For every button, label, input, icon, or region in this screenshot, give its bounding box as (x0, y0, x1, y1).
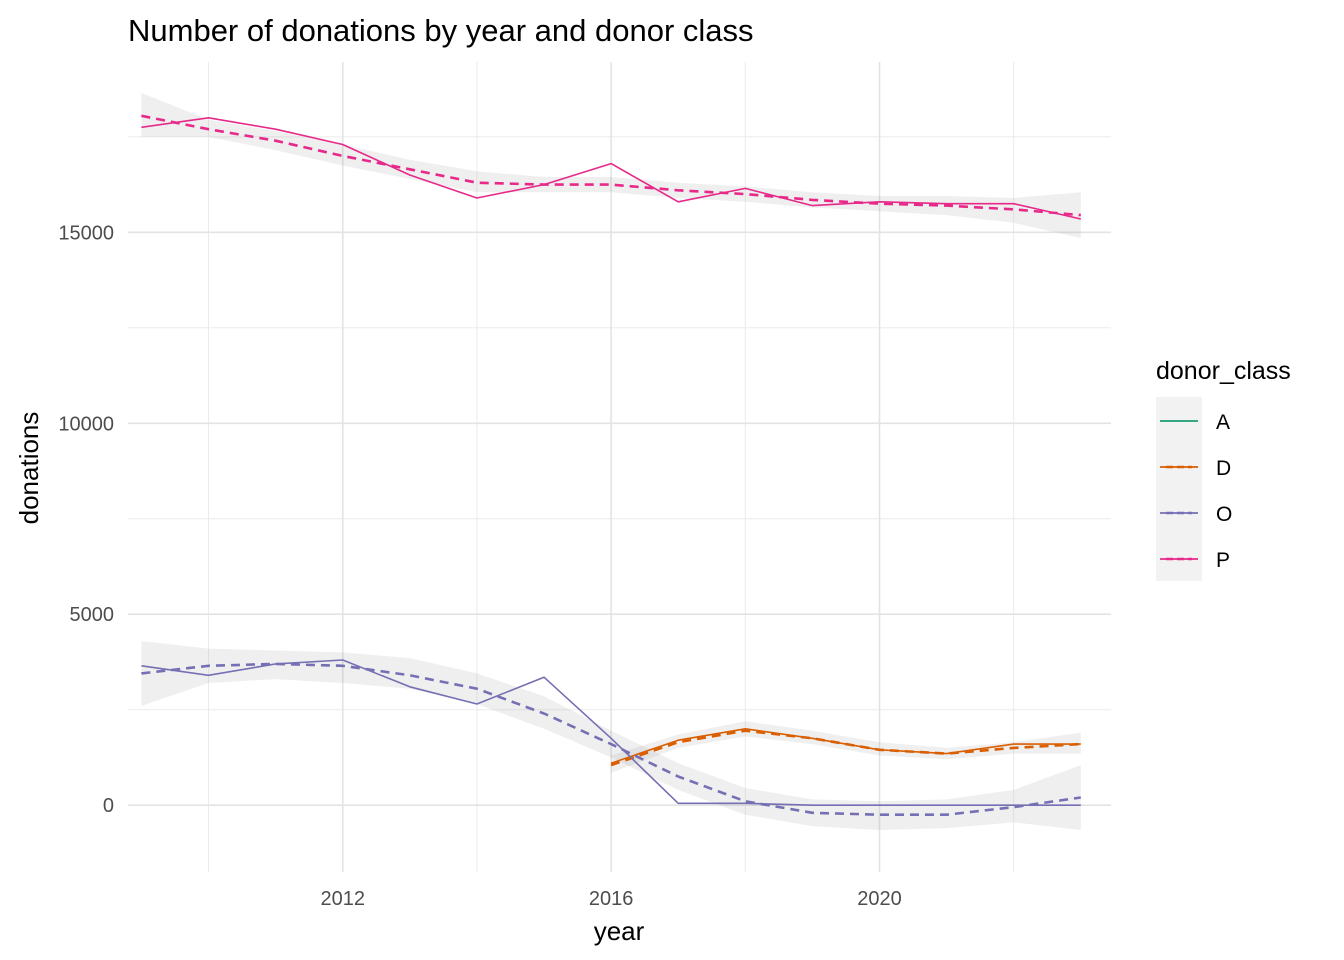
y-tick-label: 5000 (70, 604, 115, 626)
legend-key-background (1156, 397, 1202, 581)
y-tick-label: 15000 (58, 222, 114, 244)
confidence-band-O (141, 641, 1081, 830)
y-axis-ticks: 0 5000 10000 15000 (58, 222, 114, 817)
major-grid (128, 62, 1111, 872)
x-tick-label: 2016 (589, 888, 634, 910)
series-line-O (141, 659, 1081, 807)
x-tick-label: 2020 (857, 888, 902, 910)
legend-title: donor_class (1156, 357, 1291, 385)
series-line-P (141, 117, 1081, 220)
plot-panel (128, 62, 1111, 872)
smooth-line-D (610, 729, 1081, 767)
x-tick-label: 2012 (320, 888, 365, 910)
legend-label-P: P (1216, 549, 1230, 572)
y-axis-title: donations (14, 412, 44, 525)
smooth-line-O (141, 662, 1081, 817)
chart-title: Number of donations by year and donor cl… (128, 13, 754, 48)
y-tick-label: 10000 (58, 413, 114, 435)
x-axis-ticks: 2012 2016 2020 (320, 888, 901, 910)
y-tick-label: 0 (103, 795, 114, 817)
series-lines (141, 114, 1081, 817)
legend-label-O: O (1216, 503, 1232, 526)
legend-label-A: A (1216, 411, 1230, 434)
legend-label-D: D (1216, 457, 1231, 480)
minor-grid (128, 62, 1111, 872)
x-axis-title: year (594, 916, 645, 946)
